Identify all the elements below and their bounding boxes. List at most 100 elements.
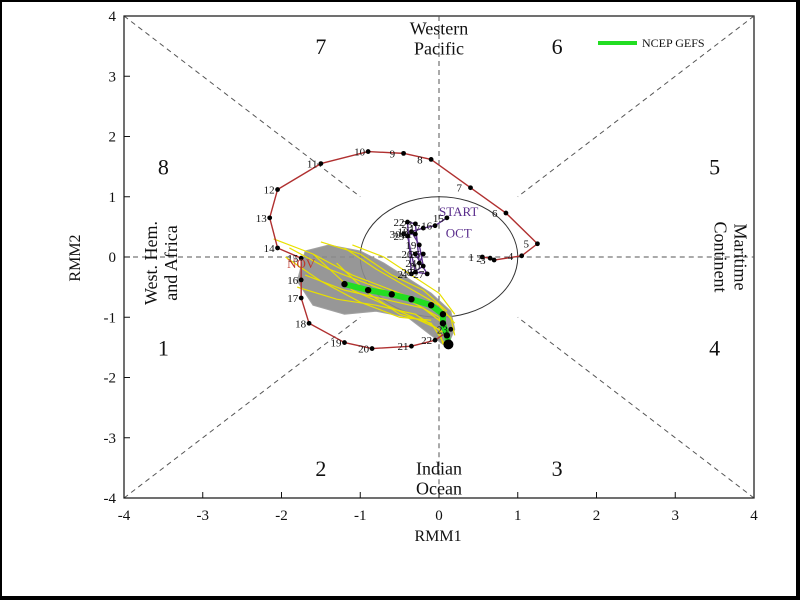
phase-number-2: 2	[315, 456, 326, 481]
data-point-oct	[424, 271, 430, 277]
phase-divider-8-7	[123, 15, 361, 198]
x-tick-label: -3	[197, 508, 210, 524]
day-label: 7	[457, 183, 463, 195]
y-tick-label: 2	[109, 130, 117, 146]
y-tick-label: 3	[109, 69, 117, 85]
day-label: 23	[437, 324, 449, 336]
region-label-west-hem-africa-line: West. Hem.	[141, 221, 161, 305]
day-label: 24	[405, 258, 417, 270]
data-point-oct	[416, 242, 422, 248]
month-label-start: START	[439, 204, 478, 219]
x-tick-label: -1	[354, 508, 367, 524]
phase-number-7: 7	[315, 34, 326, 59]
legend-label: NCEP GEFS	[642, 36, 705, 50]
day-label: 21	[397, 269, 408, 281]
data-point-oct	[420, 263, 426, 269]
day-label: 16	[287, 275, 299, 287]
data-point-oct	[420, 251, 426, 257]
data-point-oct	[405, 233, 410, 239]
data-point-ncep-gefs	[408, 295, 415, 303]
data-point-nov	[365, 149, 371, 154]
day-label: 19	[405, 240, 417, 252]
legend: NCEP GEFS	[598, 36, 705, 50]
phase-number-5: 5	[709, 155, 720, 180]
day-label: 23	[401, 219, 413, 231]
data-point-nov	[519, 253, 525, 259]
data-point-nov	[448, 326, 454, 332]
region-label-maritime-continent-line: Continent	[710, 222, 730, 293]
region-label-indian-ocean-line: Ocean	[416, 479, 462, 499]
data-point-nov	[503, 210, 509, 216]
day-label: 1	[468, 252, 474, 264]
data-point-oct	[401, 231, 406, 237]
day-label: 22	[421, 335, 432, 347]
month-label-nov: NOV	[287, 256, 316, 271]
day-label: 18	[397, 227, 409, 239]
day-label: 15	[287, 253, 299, 265]
data-point-oct	[405, 219, 410, 225]
day-label: 4	[508, 251, 514, 263]
data-point-ncep-gefs	[388, 291, 395, 298]
y-tick-label: 4	[109, 9, 117, 25]
x-tick-label: -4	[118, 508, 131, 524]
y-tick-label: -3	[104, 431, 117, 447]
data-point-nov	[275, 187, 280, 192]
day-label: 8	[417, 154, 423, 166]
data-point-nov	[369, 346, 375, 351]
data-point-nov	[267, 215, 273, 221]
data-point-ncep-gefs	[439, 320, 447, 327]
data-point-nov	[468, 185, 473, 191]
region-label-indian-ocean-line: Indian	[416, 459, 462, 479]
data-point-ncep-gefs	[364, 286, 372, 294]
data-point-nov	[298, 277, 304, 283]
phase-number-1: 1	[158, 335, 169, 360]
data-point-ncep-gefs	[443, 332, 451, 339]
day-label: 15	[433, 213, 445, 225]
ensemble-spread	[273, 238, 456, 349]
data-point-nov	[342, 340, 347, 345]
data-point-nov	[432, 337, 438, 343]
phase-number-3: 3	[552, 456, 563, 481]
ensemble-member-line	[320, 241, 448, 312]
day-label: 6	[492, 208, 498, 220]
region-label-western-pacific-line: Western	[410, 18, 469, 38]
data-point-oct	[444, 215, 450, 221]
day-label: 26	[401, 249, 413, 261]
y-tick-label: 1	[109, 190, 117, 206]
day-label: 30	[390, 229, 402, 241]
x-tick-label: 3	[672, 508, 680, 524]
data-point-oct	[432, 223, 438, 229]
ensemble-member-line	[297, 286, 444, 333]
y-axis-label: RMM2	[67, 234, 84, 281]
day-label: 17	[287, 293, 299, 305]
ensemble-member-line	[285, 256, 432, 321]
phase-number-8: 8	[158, 155, 169, 180]
day-label: 10	[354, 147, 366, 159]
data-point-nov	[275, 245, 280, 251]
region-label-western-pacific-line: Pacific	[414, 38, 464, 58]
y-tick-label: -2	[104, 371, 117, 387]
day-label: 16	[421, 221, 433, 233]
data-point-ncep-gefs	[427, 302, 435, 309]
month-label-oct: OCT	[446, 226, 472, 241]
data-point-oct	[412, 221, 418, 227]
data-point-nov	[306, 320, 312, 326]
day-label: 29	[394, 231, 406, 243]
data-point-ncep-gefs	[439, 311, 447, 318]
day-label: 2	[476, 253, 482, 265]
ensemble-member-line	[336, 262, 448, 348]
day-label: 5	[523, 239, 529, 251]
x-axis-label: RMM1	[414, 528, 461, 545]
phase-number-4: 4	[709, 335, 720, 360]
y-tick-label: -4	[104, 491, 117, 507]
day-label: 22	[394, 217, 405, 229]
day-label: 28	[401, 267, 413, 279]
ensemble-member-line	[273, 238, 444, 345]
data-point-oct	[409, 229, 414, 235]
ensemble-gray-spread	[296, 244, 456, 349]
y-tick-label: 0	[109, 250, 117, 266]
y-tick-label: -1	[104, 310, 117, 326]
